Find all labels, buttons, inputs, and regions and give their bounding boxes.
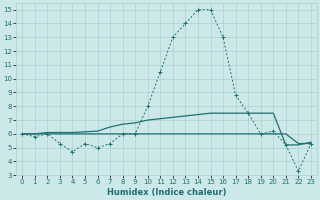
X-axis label: Humidex (Indice chaleur): Humidex (Indice chaleur): [107, 188, 226, 197]
